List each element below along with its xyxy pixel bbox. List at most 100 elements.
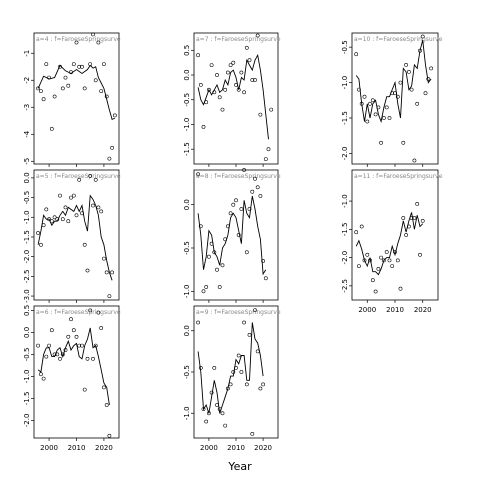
data-point <box>39 89 43 94</box>
data-point <box>228 382 233 387</box>
data-point <box>234 198 238 203</box>
data-point <box>258 386 263 391</box>
data-point <box>239 370 244 374</box>
data-point <box>390 91 395 96</box>
data-point <box>373 112 378 117</box>
data-point <box>99 326 104 330</box>
data-point <box>373 289 378 294</box>
panel: a=10 : f=FaroeseSpringsurve -0.5 -1.0 -1.5 -… <box>341 32 443 167</box>
y-tick-label: -1.0 <box>23 370 31 384</box>
panel-label: a=4 : f=FaroeseSpringsurve <box>36 36 121 43</box>
y-tick-label: -2 <box>23 77 31 84</box>
data-point <box>220 263 225 268</box>
data-point <box>104 94 109 99</box>
y-tick-label: -2.5 <box>23 270 31 284</box>
series-line <box>197 53 269 140</box>
data-point <box>415 101 420 106</box>
data-point <box>239 207 244 211</box>
series-line <box>197 195 267 276</box>
y-tick-label: 0.0 <box>183 69 191 80</box>
data-point <box>63 75 68 80</box>
data-point <box>420 34 425 39</box>
data-point <box>110 270 115 275</box>
panel-frame <box>193 305 279 439</box>
data-point <box>201 125 206 129</box>
x-tick-label: 2010 <box>386 306 404 314</box>
data-point <box>206 411 211 416</box>
panel-label: a=10 : f=FaroeseSpringsurve <box>354 36 443 43</box>
data-point <box>362 258 367 263</box>
data-point <box>412 216 417 220</box>
data-point <box>198 83 203 87</box>
data-point <box>196 53 201 58</box>
data-point <box>212 90 217 95</box>
data-point <box>58 64 62 69</box>
data-point <box>354 230 359 235</box>
panel: a=11 : f=FaroeseSpringsurve -1.0 -1.5 -2.0 -… <box>341 169 443 314</box>
data-point <box>39 372 43 377</box>
data-point <box>204 285 209 289</box>
data-point <box>44 354 49 359</box>
data-point <box>247 332 252 337</box>
data-point <box>41 223 46 228</box>
data-point <box>82 387 87 392</box>
data-point <box>110 145 115 150</box>
data-point <box>74 40 79 45</box>
data-point <box>212 365 217 370</box>
data-point <box>66 83 71 88</box>
data-point <box>85 356 90 361</box>
data-point <box>398 80 403 85</box>
data-point <box>231 60 236 65</box>
panel-label: a=11 : f=FaroeseSpringsurve <box>354 173 443 180</box>
data-point <box>376 105 381 110</box>
data-point <box>242 320 247 325</box>
data-point <box>253 176 257 181</box>
data-point <box>58 356 62 361</box>
data-point <box>236 353 241 358</box>
data-point <box>107 156 112 161</box>
data-point <box>406 224 411 229</box>
series-line <box>355 39 432 124</box>
y-tick-label: -1.5 <box>23 230 31 244</box>
data-point <box>82 242 87 247</box>
x-tick-label: 2020 <box>95 444 113 452</box>
data-point <box>63 205 68 210</box>
y-tick-label: -2.0 <box>23 250 31 264</box>
x-tick-label: 2000 <box>358 306 376 314</box>
data-point <box>220 107 225 112</box>
data-point <box>49 126 54 131</box>
data-point <box>60 217 65 222</box>
data-point <box>406 70 411 74</box>
data-point <box>82 86 87 91</box>
y-tick-label: 0.0 <box>23 327 31 338</box>
data-point <box>47 343 52 348</box>
x-tick-label: 2010 <box>227 444 245 452</box>
panel: a=7 : f=FaroeseSpringsurve 0.5 0.0 -0.5 -1.0… <box>183 32 281 167</box>
data-point <box>225 70 230 75</box>
data-point <box>404 233 409 237</box>
data-point <box>225 386 230 391</box>
y-tick-label: -3.0 <box>23 289 31 303</box>
data-point <box>206 254 211 259</box>
data-point <box>215 403 219 407</box>
data-point <box>250 78 255 82</box>
data-point <box>223 237 228 242</box>
data-point <box>63 348 68 352</box>
data-point <box>250 431 255 436</box>
y-tick-label: -1.0 <box>23 210 31 224</box>
data-point <box>77 64 82 69</box>
data-point <box>250 189 255 194</box>
data-point <box>113 113 117 118</box>
data-point <box>412 158 417 163</box>
data-point <box>228 211 233 216</box>
data-point <box>88 62 93 67</box>
data-point <box>80 211 84 216</box>
y-tick-label: -2.5 <box>341 279 349 293</box>
y-tick-label: -1.0 <box>341 194 349 208</box>
data-point <box>368 101 372 106</box>
data-point <box>217 285 222 289</box>
data-point <box>239 70 244 75</box>
x-tick-label: 2020 <box>254 444 272 452</box>
data-point <box>91 203 95 208</box>
data-point <box>258 194 263 198</box>
